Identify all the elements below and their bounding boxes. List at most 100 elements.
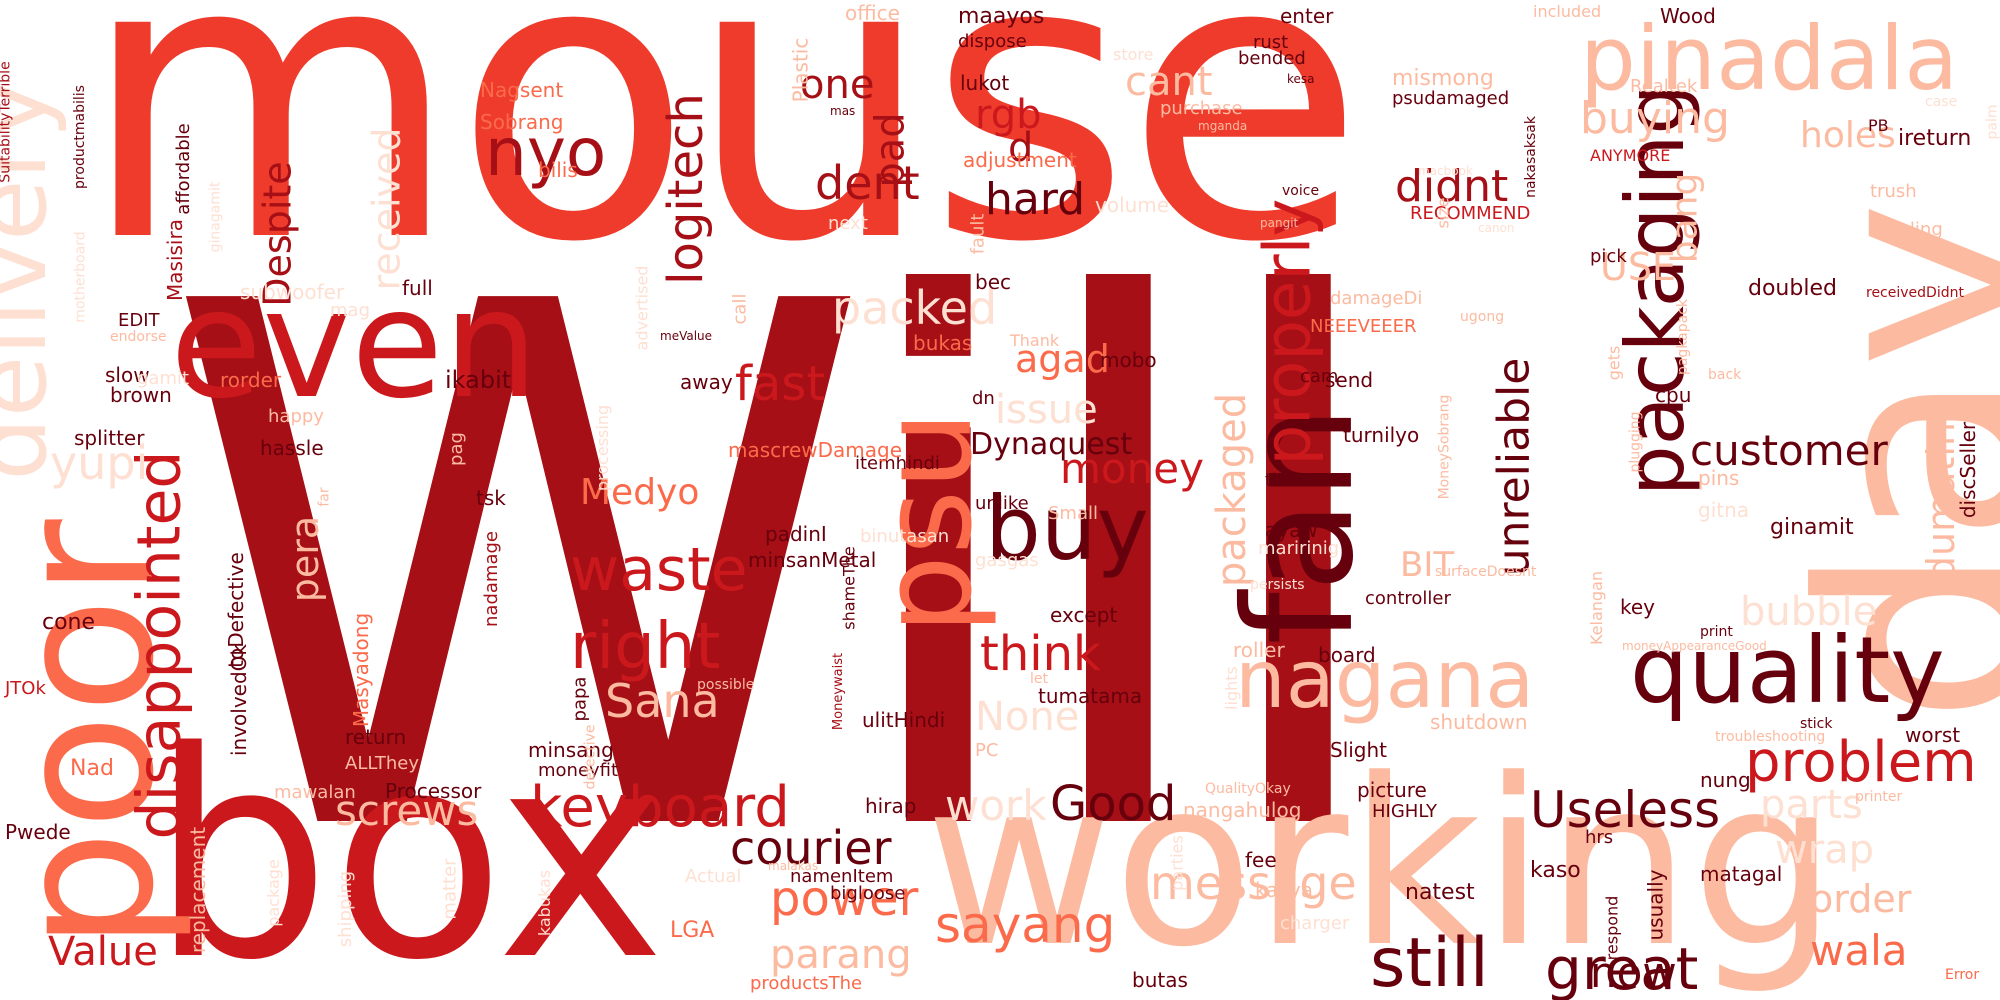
- word-next: next: [828, 213, 868, 234]
- word-allthey: ALLThey: [345, 753, 420, 774]
- word-happy: happy: [268, 406, 324, 427]
- word-customer: customer: [1690, 426, 1888, 475]
- word-problem: problem: [1745, 730, 1977, 795]
- word-padini: padinI: [765, 522, 827, 546]
- word-none: None: [975, 694, 1080, 740]
- word-lights: lights: [1221, 666, 1241, 710]
- word-kaso: kaso: [1530, 858, 1581, 883]
- word-hard: hard: [985, 174, 1086, 225]
- word-package: package: [263, 859, 283, 927]
- word-included: included: [1533, 2, 1602, 21]
- word-minsanmetal: minsanMetal: [748, 548, 877, 572]
- word-turnilyo: turnilyo: [1343, 423, 1420, 447]
- word-sayang: sayang: [935, 896, 1116, 954]
- word-nakasaksak: nakasaksak: [1522, 116, 1539, 198]
- word-logitech: logitech: [657, 93, 714, 285]
- word-damagedi: damageDi: [1330, 288, 1423, 309]
- word-bang: bang: [1664, 172, 1706, 264]
- word-work: work: [945, 781, 1047, 830]
- word-still: still: [1370, 924, 1489, 1000]
- word-parts: parts: [1760, 782, 1863, 828]
- word-power: power: [770, 871, 919, 927]
- word-sana: Sana: [605, 674, 720, 728]
- word-buy: buy: [985, 477, 1149, 580]
- word-maayos: maayos: [958, 4, 1045, 29]
- word-tumatama: tumatama: [1038, 684, 1143, 708]
- word-parties: parties: [1167, 835, 1187, 891]
- word-brown: brown: [110, 383, 172, 407]
- word-wala: wala: [1810, 926, 1908, 975]
- word-mag: mag: [330, 300, 370, 321]
- word-ayaw: ayaw: [1265, 518, 1318, 542]
- word-dent: dent: [815, 156, 920, 210]
- word-screws: screws: [335, 786, 479, 835]
- word-surfacedoesnt: surfaceDoesnt: [1435, 564, 1537, 580]
- word-receiveddidnt: receivedDidnt: [1866, 285, 1964, 301]
- word-courier: courier: [730, 821, 892, 875]
- word-affordable: affordable: [172, 123, 194, 215]
- word-lga: LGA: [670, 918, 715, 943]
- word-pc: PC: [975, 740, 999, 761]
- word-rorder: rorder: [220, 368, 282, 392]
- word-involvedok: involvedOk: [227, 643, 252, 757]
- word-yupi: yupi: [50, 436, 149, 490]
- word-order: order: [1810, 877, 1912, 921]
- word-cone: cone: [42, 610, 96, 635]
- word-charger: charger: [1280, 913, 1350, 934]
- word-bubble: bubble: [1740, 589, 1878, 635]
- word-masisira: Masisira: [162, 219, 187, 301]
- word-doubled: doubled: [1748, 276, 1837, 301]
- word-fee: fee: [1245, 848, 1277, 872]
- word-usually: usually: [1643, 869, 1668, 941]
- word-moneyappearancegood: moneyAppearanceGood: [1622, 639, 1767, 653]
- word-enter: enter: [1280, 4, 1334, 28]
- word-pera: pera: [283, 515, 328, 603]
- word-box: box: [150, 691, 666, 1000]
- word-subwoofer: subwoofer: [240, 280, 345, 304]
- word-trush: trush: [1870, 181, 1917, 202]
- word-key: key: [1620, 595, 1656, 619]
- word-volume: volume: [1095, 193, 1170, 217]
- word-small: Small: [1048, 503, 1098, 524]
- word-plastic: Plastic: [788, 37, 813, 103]
- word-matagal: matagal: [1700, 862, 1783, 886]
- word-suitabilityterrible: SuitabilityTerrible: [0, 61, 14, 183]
- word-sobrang: Sobrang: [480, 110, 564, 134]
- word-itemhindi: itemhindi: [855, 453, 940, 474]
- word-highly: HIGHLY: [1372, 801, 1437, 822]
- word-cpu: cpu: [1655, 383, 1692, 407]
- word-bec: bec: [975, 270, 1011, 294]
- word-money: money: [1060, 444, 1204, 493]
- word-minsang: minsang: [528, 738, 614, 762]
- word-mganda: mganda: [1198, 119, 1248, 133]
- word-disappointed: disappointed: [124, 450, 195, 840]
- word-board: board: [1318, 643, 1376, 667]
- word-send: send: [1325, 368, 1374, 392]
- word-pick: pick: [1590, 246, 1627, 267]
- word-bilis: bilis: [538, 158, 578, 182]
- word-medyo: Medyo: [580, 472, 700, 513]
- word-macbook: macbook: [1418, 164, 1473, 178]
- word-return: return: [345, 725, 407, 749]
- word-advertised: advertised: [632, 265, 652, 351]
- word-pag: pag: [445, 432, 467, 466]
- word-pinadala: pinadala: [1580, 7, 1959, 110]
- word-ulithindi: ulitHindi: [862, 708, 946, 732]
- word-productmabilis: productmabilis: [71, 85, 88, 189]
- word-think: think: [980, 626, 1101, 682]
- word-worst: worst: [1905, 723, 1961, 747]
- word-working: working: [925, 731, 1838, 998]
- word-hassle: hassle: [260, 436, 324, 460]
- word-thank: Thank: [1010, 331, 1060, 350]
- word-namenitem: namenItem: [790, 866, 894, 887]
- word-hirap: hirap: [865, 794, 917, 818]
- word-shutdown: shutdown: [1430, 710, 1528, 734]
- word-ugong: ugong: [1460, 309, 1505, 325]
- word-bit: BIT: [1400, 545, 1455, 585]
- word-processing: processing: [593, 404, 613, 492]
- word-pins: pins: [1698, 466, 1740, 490]
- word-productsthe: productsThe: [750, 973, 863, 994]
- word-except: except: [1050, 603, 1118, 627]
- word-jtok: JTOk: [5, 678, 46, 699]
